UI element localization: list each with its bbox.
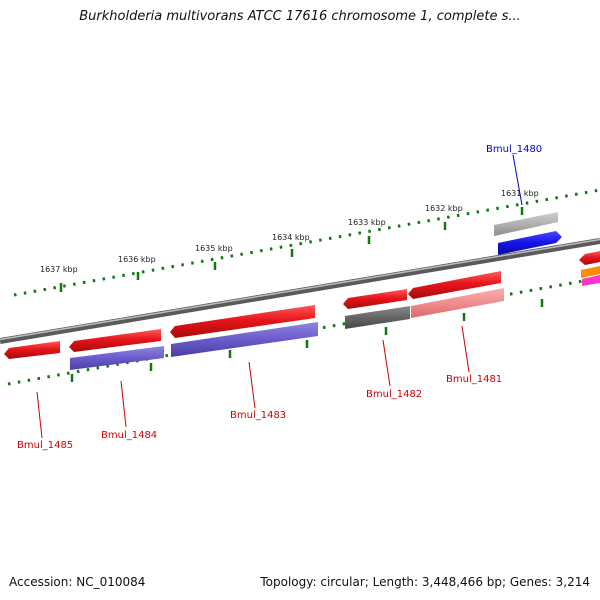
hit-block-pink[interactable] <box>411 288 504 318</box>
feature-label-bmul-1485[interactable]: Bmul_1485 <box>17 440 73 451</box>
chromosome-backbone-highlight <box>0 238 600 341</box>
feature-label-bmul-1484[interactable]: Bmul_1484 <box>101 430 157 441</box>
hit-block-magenta[interactable] <box>582 275 600 286</box>
callout-line-bmul-1483 <box>248 361 256 409</box>
tick-label: 1635 kbp <box>195 244 233 253</box>
feature-label-bmul-1483[interactable]: Bmul_1483 <box>230 410 286 421</box>
chromosome-backbone <box>0 238 600 344</box>
tick-label: 1636 kbp <box>118 255 156 264</box>
hit-block-purple[interactable] <box>171 322 318 357</box>
callout-line-bmul-1484 <box>120 380 127 428</box>
map-title: Burkholderia multivorans ATCC 17616 chro… <box>79 9 521 24</box>
feature-label-bmul-1482[interactable]: Bmul_1482 <box>366 389 422 400</box>
callout-line-bmul-1482 <box>382 339 391 387</box>
accession-label: Accession: NC_010084 <box>9 575 146 589</box>
cds-arrow-bmul-1485[interactable] <box>4 341 60 359</box>
comparison-track <box>70 212 600 370</box>
cds-arrow-bmul-1484[interactable] <box>69 329 161 352</box>
callout-line-bmul-1485 <box>36 391 43 439</box>
cds-arrow-bmul-1481[interactable] <box>408 271 501 299</box>
hit-block-orange[interactable] <box>581 266 600 278</box>
cds-arrow-bmul-1482[interactable] <box>343 289 407 309</box>
callout-line-bmul-1480 <box>512 154 523 206</box>
cds-arrow-partial[interactable] <box>579 251 600 265</box>
inner-tick-marks <box>70 299 544 382</box>
feature-label-bmul-1480[interactable]: Bmul_1480 <box>486 144 542 155</box>
tick-label: 1633 kbp <box>348 218 386 227</box>
tick-label: 1632 kbp <box>425 204 463 213</box>
callout-line-bmul-1481 <box>461 325 470 373</box>
hit-block-gray[interactable] <box>494 212 558 236</box>
feature-label-bmul-1481[interactable]: Bmul_1481 <box>446 374 502 385</box>
hit-block-dark[interactable] <box>345 306 410 329</box>
hit-block-purple[interactable] <box>70 346 164 370</box>
hit-block-blue[interactable] <box>498 231 562 255</box>
cds-track <box>4 251 600 359</box>
feature-callouts <box>36 154 523 439</box>
genome-summary-label: Topology: circular; Length: 3,448,466 bp… <box>260 575 590 589</box>
tick-label: 1634 kbp <box>272 233 310 242</box>
cds-arrow-bmul-1483[interactable] <box>170 305 315 338</box>
tick-marks <box>59 207 524 292</box>
tick-label: 1637 kbp <box>40 265 78 274</box>
